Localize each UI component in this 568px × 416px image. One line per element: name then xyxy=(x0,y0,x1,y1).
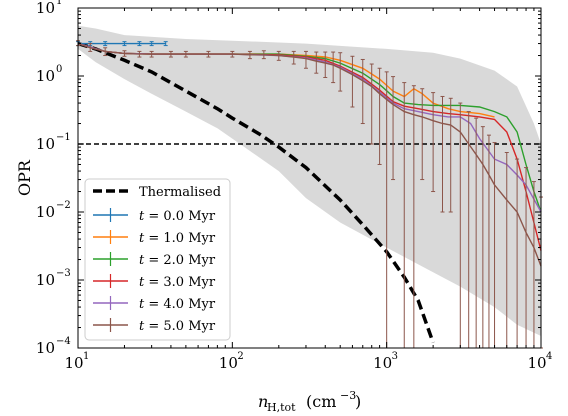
x-tick-label-exponent-2: 3 xyxy=(392,351,398,362)
x-tick-label-3: 10 xyxy=(527,354,546,372)
plot-area: 10 1 10 2 10 3 10 410 −410 −310 −210 −110 010 1 xyxy=(36,0,552,372)
spread-band-area xyxy=(78,25,541,336)
y-tick-label-5: 10 xyxy=(36,0,55,17)
legend-label-series-3: t = 3.0 Myr xyxy=(139,275,216,290)
x-axis-label-close: ) xyxy=(355,392,361,411)
thermalised-line xyxy=(77,41,435,344)
thermalised-curve xyxy=(77,41,435,344)
x-axis-label-sub: H,tot xyxy=(267,401,296,414)
y-tick-label-exponent-0: −4 xyxy=(56,336,71,347)
x-tick-label-exponent-1: 2 xyxy=(237,351,243,362)
x-axis-label: n H,tot (cm −3 ) xyxy=(258,389,361,414)
y-tick-label-4: 10 xyxy=(36,67,55,85)
y-axis-label: OPR xyxy=(15,159,34,196)
y-tick-label-exponent-2: −2 xyxy=(56,200,71,211)
legend-entry-thermalised: Thermalised xyxy=(93,185,221,200)
legend-label-thermalised: Thermalised xyxy=(139,185,221,200)
error-bars xyxy=(76,40,543,349)
x-tick-label-exponent-0: 1 xyxy=(83,351,89,362)
legend-label-series-2: t = 2.0 Myr xyxy=(139,253,216,268)
legend-label-series-4: t = 4.0 Myr xyxy=(139,297,216,312)
x-axis-label-unit-exponent: −3 xyxy=(340,389,356,402)
x-axis-label-main: n xyxy=(258,392,268,411)
y-tick-label-exponent-1: −3 xyxy=(56,268,71,279)
x-tick-label-exponent-3: 4 xyxy=(546,351,552,362)
legend-box xyxy=(84,178,231,341)
legend-label-series-1: t = 1.0 Myr xyxy=(139,231,216,246)
y-tick-label-exponent-3: −1 xyxy=(56,132,71,143)
x-tick-label-2: 10 xyxy=(373,354,392,372)
x-axis-label-unit: (cm xyxy=(306,392,336,411)
legend: Thermalised t = 0.0 Myr t = 1.0 Myr t = 2.… xyxy=(84,178,231,341)
y-tick-label-1: 10 xyxy=(36,271,55,289)
axis-ticks: 10 1 10 2 10 3 10 410 −410 −310 −210 −110 010 1 xyxy=(36,0,552,372)
spread-band xyxy=(78,25,541,336)
y-tick-label-exponent-4: 0 xyxy=(56,64,62,75)
series-line-5 xyxy=(77,42,542,267)
y-tick-label-exponent-5: 1 xyxy=(56,0,62,7)
y-tick-label-2: 10 xyxy=(36,203,55,221)
x-tick-label-1: 10 xyxy=(219,354,238,372)
legend-label-series-5: t = 5.0 Myr xyxy=(139,319,216,334)
x-tick-label-0: 10 xyxy=(64,354,83,372)
y-tick-label-3: 10 xyxy=(36,135,55,153)
legend-label-series-0: t = 0.0 Myr xyxy=(139,209,216,224)
legend-series-entries: t = 0.0 Myr t = 1.0 Myr t = 2.0 Myr t = 3.0… xyxy=(93,208,216,334)
plot-frame xyxy=(77,7,542,349)
y-tick-label-0: 10 xyxy=(36,339,55,357)
